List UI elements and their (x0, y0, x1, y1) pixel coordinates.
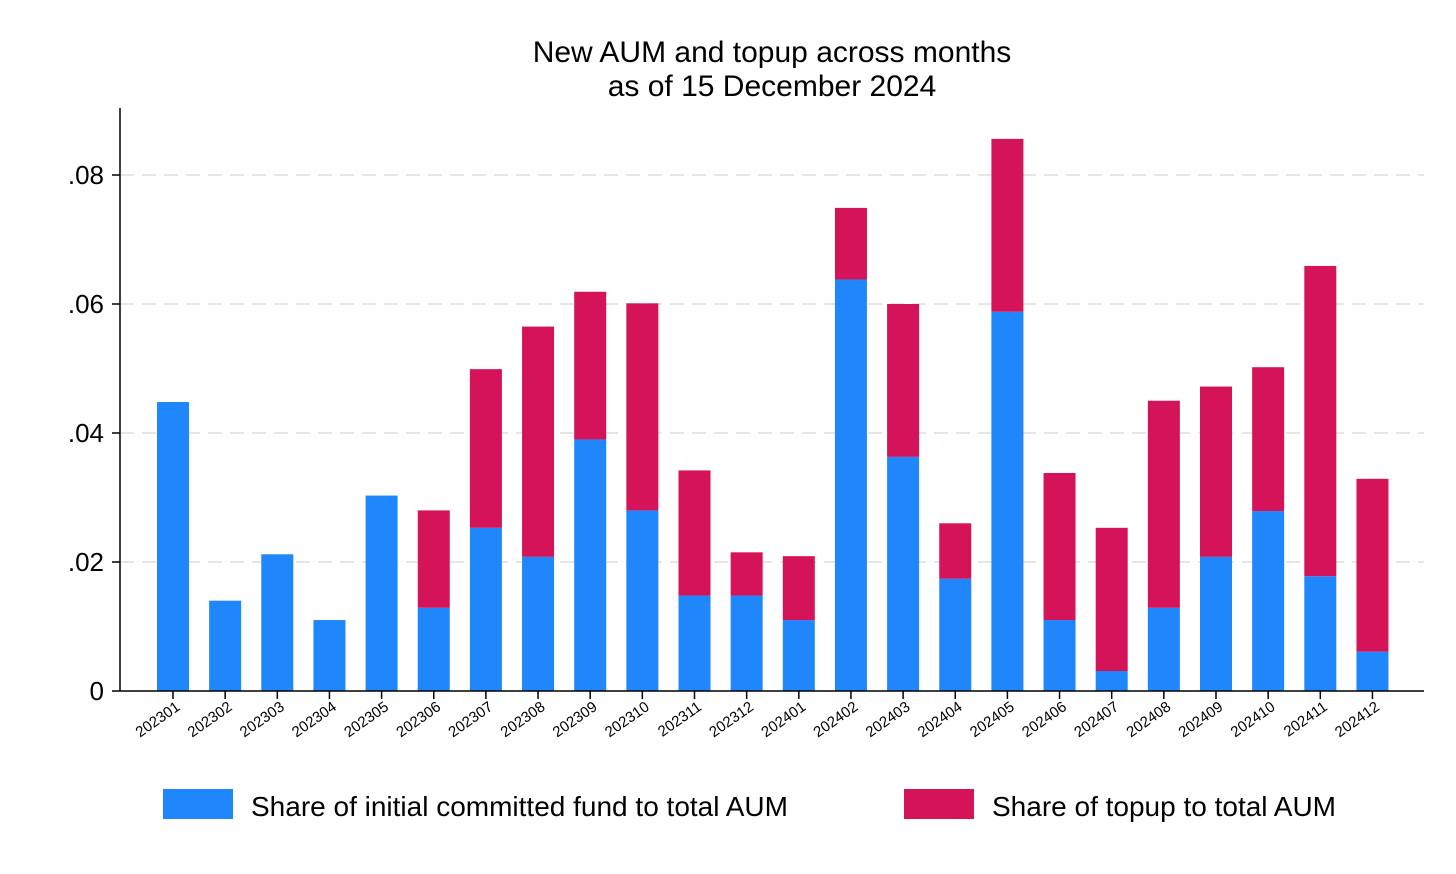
bar-initial-202311 (678, 595, 711, 691)
bar-topup-202412 (1356, 478, 1389, 652)
y-tick-label: .08 (68, 160, 104, 190)
bar-initial-202412 (1356, 651, 1389, 691)
x-tick-label: 202311 (655, 698, 705, 740)
bar-initial-202312 (730, 595, 763, 691)
bar-initial-202410 (1252, 511, 1285, 691)
bar-initial-202310 (626, 510, 659, 691)
bar-initial-202308 (522, 556, 555, 691)
bar-initial-202409 (1200, 556, 1232, 691)
bar-topup-202408 (1147, 400, 1180, 608)
x-tick-label: 202411 (1281, 698, 1331, 740)
x-tick-label: 202412 (1332, 698, 1383, 741)
bar-initial-202306 (417, 607, 450, 691)
bar-initial-202405 (991, 311, 1024, 691)
axes (119, 108, 1424, 692)
bar-topup-202405 (991, 138, 1024, 312)
x-tick-label: 202405 (967, 698, 1018, 741)
x-ticks: 202301 202302 202303 202304 202305 202306 2023… (133, 691, 1383, 741)
x-tick-label: 202402 (810, 698, 861, 741)
x-tick-label: 202404 (915, 698, 966, 741)
bar-initial-202309 (574, 439, 607, 691)
x-tick-label: 202301 (133, 698, 184, 741)
bar-topup-202410 (1252, 367, 1285, 512)
legend-label-topup: Share of topup to total AUM (992, 791, 1336, 822)
x-tick-label: 202408 (1123, 698, 1174, 741)
bar-initial-202403 (887, 456, 920, 691)
bar-initial-202411 (1304, 576, 1337, 691)
bar-topup-202406 (1043, 472, 1076, 621)
legend-swatch-initial (163, 789, 233, 819)
bar-initial-202401 (782, 620, 815, 691)
chart-subtitle: as of 15 December 2024 (608, 70, 937, 103)
bar-topup-202401 (782, 556, 815, 621)
bar-topup-202307 (469, 369, 502, 528)
bar-topup-202409 (1200, 386, 1232, 557)
x-tick-label: 202310 (602, 698, 653, 741)
x-tick-label: 202304 (289, 698, 340, 741)
x-tick-label: 202401 (758, 698, 809, 741)
x-tick-label: 202410 (1228, 698, 1279, 741)
bar-topup-202407 (1095, 527, 1128, 672)
x-tick-label: 202306 (393, 698, 444, 741)
legend: Share of initial committed fund to total… (163, 789, 1336, 822)
y-tick-label: .06 (68, 289, 104, 319)
x-tick-label: 202307 (445, 698, 496, 741)
bar-initial-202305 (365, 495, 398, 691)
x-tick-label: 202308 (498, 698, 549, 741)
x-tick-label: 202305 (341, 698, 392, 741)
bar-initial-202304 (313, 620, 346, 691)
bar-topup-202309 (574, 291, 607, 440)
x-tick-label: 202403 (863, 698, 914, 741)
bar-topup-202310 (626, 303, 659, 511)
bar-topup-202404 (939, 523, 972, 579)
bar-initial-202303 (261, 554, 294, 691)
x-tick-label: 202409 (1176, 698, 1227, 741)
x-tick-label: 202406 (1019, 698, 1070, 741)
x-tick-label: 202302 (185, 698, 236, 741)
y-tick-label: .02 (68, 547, 104, 577)
bar-initial-202301 (157, 402, 189, 691)
x-tick-label: 202303 (237, 698, 288, 741)
bar-topup-202411 (1304, 265, 1337, 577)
bar-initial-202302 (209, 600, 242, 691)
y-tick-label: .04 (68, 418, 104, 448)
chart-title: New AUM and topup across months (533, 36, 1012, 69)
bars (157, 138, 1389, 691)
bar-topup-202311 (678, 470, 711, 596)
bar-topup-202306 (417, 510, 450, 608)
legend-swatch-topup (904, 789, 974, 819)
bar-topup-202403 (887, 304, 920, 457)
bar-initial-202406 (1043, 620, 1076, 691)
x-tick-label: 202309 (550, 698, 601, 741)
bar-topup-202312 (730, 552, 763, 596)
bar-initial-202307 (469, 527, 502, 691)
y-tick-label: 0 (90, 676, 104, 706)
bar-topup-202402 (834, 207, 867, 280)
bar-topup-202308 (522, 326, 555, 557)
x-tick-label: 202407 (1071, 698, 1122, 741)
bar-initial-202407 (1095, 671, 1128, 691)
bar-initial-202404 (939, 578, 972, 691)
bar-initial-202408 (1147, 607, 1180, 691)
x-tick-label: 202312 (706, 698, 757, 741)
legend-label-initial: Share of initial committed fund to total… (251, 791, 788, 822)
bar-initial-202402 (834, 279, 867, 691)
y-ticks: 0 .02 .04 .06 .08 (68, 160, 120, 706)
